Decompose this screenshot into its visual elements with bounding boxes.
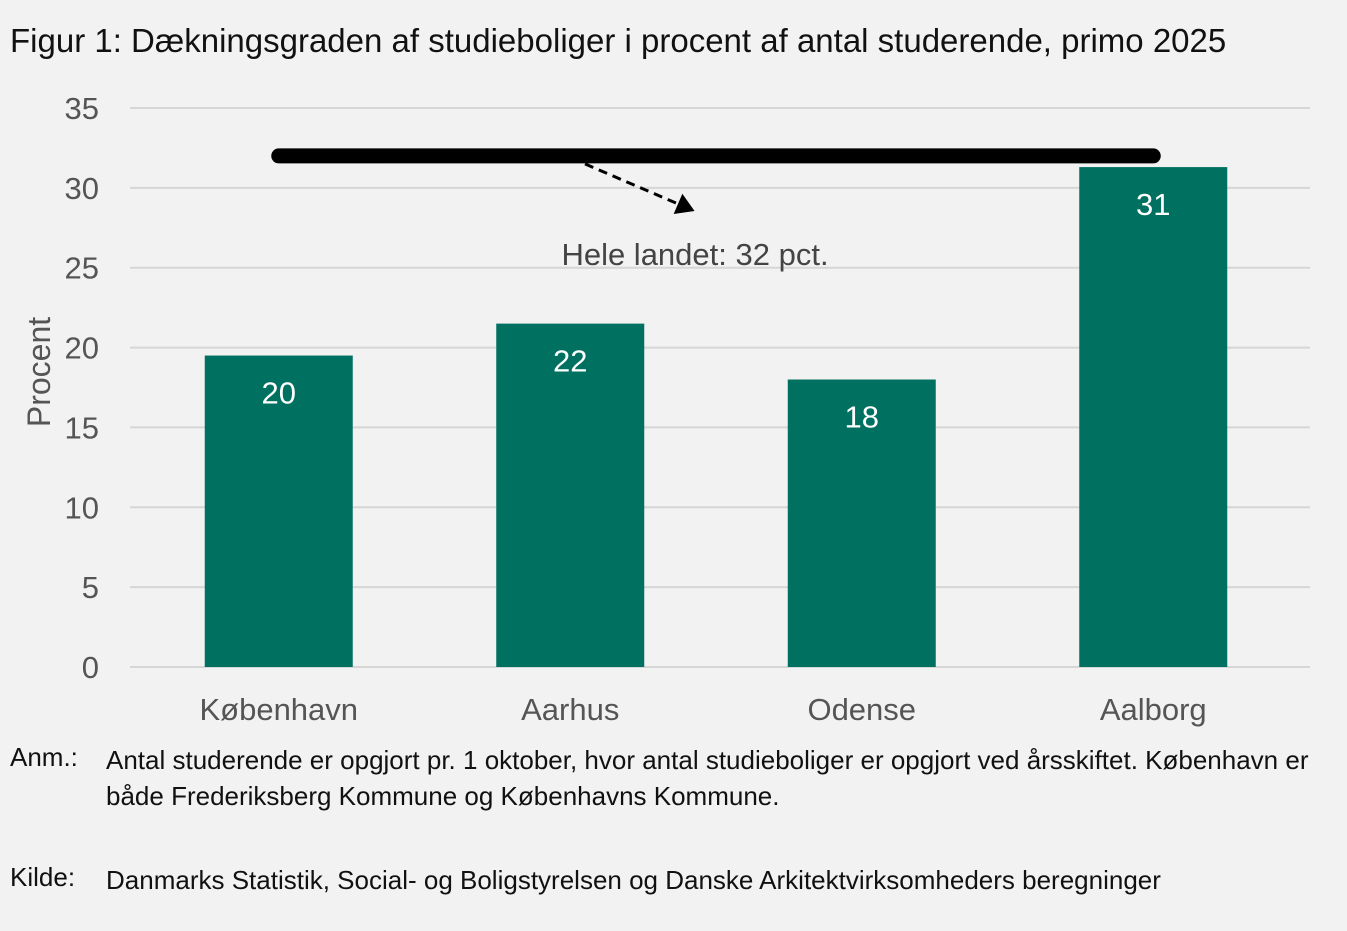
kilde-text: Danmarks Statistik, Social- og Boligstyr…	[106, 865, 1161, 895]
x-tick-label: Aalborg	[1100, 692, 1207, 727]
national-average-reference: Hele landet: 32 pct.	[271, 148, 1161, 272]
y-tick-label: 0	[82, 650, 99, 685]
x-tick-label: Odense	[807, 692, 916, 727]
x-tick-label: København	[199, 692, 358, 727]
reference-label: Hele landet: 32 pct.	[561, 237, 828, 272]
y-tick-label: 30	[65, 171, 99, 206]
reference-arrow	[584, 162, 679, 206]
chart-title: Figur 1: Dækningsgraden af studieboliger…	[10, 22, 1227, 59]
y-axis-ticks: 0 5 10 15 20 25 30 35	[65, 91, 99, 685]
anm-text: Antal studerende er opgjort pr. 1 oktobe…	[106, 745, 1309, 811]
bars: 20 22 18 31	[204, 167, 1228, 667]
bar-data-label: 20	[262, 376, 296, 411]
anm-label: Anm.:	[10, 742, 78, 772]
y-tick-label: 15	[65, 410, 99, 445]
bar	[204, 355, 353, 667]
arrow-head	[673, 193, 695, 215]
bar-data-label: 22	[553, 344, 587, 379]
bar	[1079, 167, 1228, 667]
bar	[496, 323, 645, 667]
kilde-label: Kilde:	[10, 862, 76, 892]
x-axis-ticks: København Aarhus Odense Aalborg	[199, 692, 1206, 727]
bar-data-label: 18	[845, 400, 879, 435]
y-tick-label: 25	[65, 251, 99, 286]
y-axis-label: Procent	[21, 317, 57, 427]
bar-chart: 0 5 10 15 20 25 30 35 Procent 20 22 18 31 Københav…	[21, 91, 1310, 727]
bar-data-label: 31	[1136, 187, 1170, 222]
y-tick-label: 10	[65, 490, 99, 525]
bar	[787, 379, 936, 667]
x-tick-label: Aarhus	[521, 692, 619, 727]
y-tick-label: 20	[65, 331, 99, 366]
y-tick-label: 35	[65, 91, 99, 126]
y-tick-label: 5	[82, 570, 99, 605]
